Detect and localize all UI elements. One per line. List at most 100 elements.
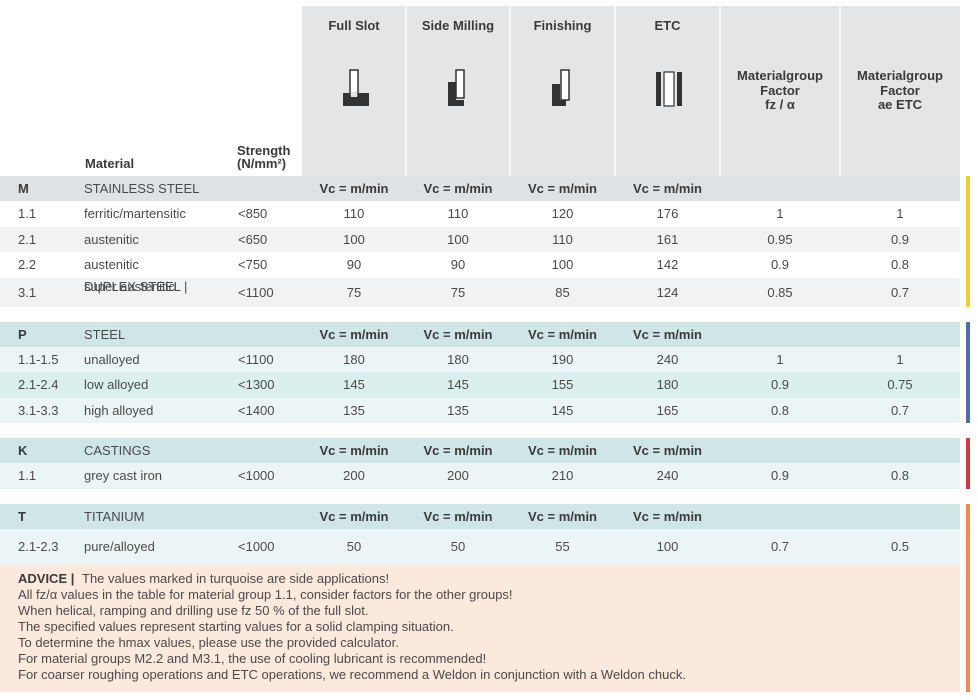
row-value: <650 bbox=[238, 232, 268, 247]
row-material: high alloyed bbox=[84, 403, 154, 418]
group-name: CASTINGS bbox=[84, 443, 151, 458]
group-bar bbox=[966, 322, 970, 423]
row-bg bbox=[0, 201, 960, 227]
unit-label: Vc = m/min bbox=[528, 181, 597, 196]
row-value: 55 bbox=[555, 539, 570, 554]
row-value: 124 bbox=[656, 285, 679, 300]
row-material: unalloyed bbox=[84, 352, 140, 367]
header-column: Factor bbox=[760, 82, 800, 98]
unit-label: Vc = m/min bbox=[423, 327, 493, 342]
group-code: K bbox=[18, 443, 28, 458]
row-value: <1100 bbox=[238, 352, 274, 367]
header-column: Finishing bbox=[533, 18, 592, 33]
row-bg bbox=[0, 227, 960, 252]
row-value: <1300 bbox=[238, 377, 275, 392]
row-value: 0.9 bbox=[890, 232, 910, 247]
icon-finishing bbox=[552, 69, 570, 106]
row-value: 75 bbox=[346, 285, 362, 300]
row-value: 0.8 bbox=[890, 257, 910, 272]
row-value: 161 bbox=[656, 232, 679, 247]
header-column: Materialgroup bbox=[737, 68, 823, 83]
header-bg bbox=[302, 6, 960, 176]
row-code: 3.1 bbox=[18, 285, 37, 300]
unit-label: Vc = m/min bbox=[319, 443, 389, 458]
row-code: 2.1 bbox=[18, 232, 37, 247]
advice-line: All fz/α values in the table for materia… bbox=[18, 587, 513, 602]
group-bar bbox=[966, 438, 970, 489]
row-value: 200 bbox=[447, 468, 469, 483]
row-material: low alloyed bbox=[84, 377, 149, 392]
group-bar bbox=[966, 504, 970, 692]
row-value: 75 bbox=[450, 285, 466, 300]
row-value: 0.85 bbox=[767, 285, 793, 300]
unit-label: Vc = m/min bbox=[633, 443, 702, 458]
row-value: 1 bbox=[776, 352, 784, 367]
row-code: 2.1-2.4 bbox=[18, 377, 59, 392]
icons bbox=[302, 6, 960, 176]
row-value: 0.7 bbox=[770, 539, 790, 554]
row-value: 155 bbox=[551, 377, 574, 392]
group-bar bbox=[966, 176, 970, 307]
row-value: 110 bbox=[447, 206, 469, 221]
row-material: super austenitic bbox=[84, 278, 176, 294]
row-material: grey cast iron bbox=[84, 468, 163, 483]
row-value: 50 bbox=[346, 539, 362, 554]
row-value: 0.8 bbox=[770, 403, 790, 418]
unit-label: Vc = m/min bbox=[319, 327, 389, 342]
row-material: austenitic bbox=[84, 232, 139, 247]
row-value: 210 bbox=[551, 468, 574, 483]
group-code: P bbox=[18, 327, 27, 342]
row-value: 135 bbox=[343, 403, 365, 418]
row-material: DUPLEX STEEL | bbox=[84, 278, 188, 294]
row-code: 2.1-2.3 bbox=[18, 539, 59, 554]
group-name: STEEL bbox=[84, 327, 126, 342]
advice-label: ADVICE | bbox=[18, 571, 75, 586]
row-bg bbox=[0, 278, 960, 307]
header-dividers bbox=[405, 6, 841, 176]
header-column: Side Milling bbox=[421, 18, 495, 33]
unit-label: Vc = m/min bbox=[528, 327, 597, 342]
row-value: 85 bbox=[555, 285, 570, 300]
row-value: 50 bbox=[450, 539, 466, 554]
row-value: 145 bbox=[551, 403, 574, 418]
row-value: 1 bbox=[776, 206, 784, 221]
row-value: <750 bbox=[238, 257, 268, 272]
row-value: 110 bbox=[343, 206, 365, 221]
row-material: pure/alloyed bbox=[84, 539, 155, 554]
row-code: 1.1 bbox=[18, 468, 37, 483]
advice-line: For coarser roughing operations and ETC … bbox=[18, 667, 686, 682]
row-value: 176 bbox=[656, 206, 679, 221]
header-column: fz / α bbox=[765, 97, 795, 112]
row-value: 145 bbox=[343, 377, 365, 392]
row-bg bbox=[0, 372, 960, 398]
row-value: 180 bbox=[343, 352, 365, 367]
row-value: 0.5 bbox=[890, 539, 910, 554]
row-value: 145 bbox=[447, 377, 469, 392]
row-material: ferritic/martensitic bbox=[84, 206, 186, 221]
row-value: 100 bbox=[343, 232, 365, 247]
unit-label: Vc = m/min bbox=[528, 443, 597, 458]
icon-etc bbox=[656, 71, 682, 107]
header-column: ETC bbox=[654, 18, 681, 33]
row-value: 0.9 bbox=[770, 377, 790, 392]
header-material: Material bbox=[85, 156, 135, 171]
group-code: T bbox=[18, 509, 26, 524]
header-column: Materialgroup bbox=[857, 68, 943, 83]
group-header-bg bbox=[0, 438, 960, 463]
row-bg bbox=[0, 347, 960, 372]
advice-bg bbox=[0, 565, 960, 692]
row-value: 240 bbox=[656, 468, 679, 483]
unit-label: Vc = m/min bbox=[423, 509, 493, 524]
unit-label: Vc = m/min bbox=[423, 181, 493, 196]
row-value: <1000 bbox=[238, 539, 275, 554]
row-value: 100 bbox=[656, 539, 679, 554]
group-header-bg bbox=[0, 176, 960, 201]
row-value: 120 bbox=[551, 206, 574, 221]
row-value: 0.95 bbox=[767, 232, 793, 247]
row-value: 90 bbox=[346, 257, 362, 272]
row-code: 3.1-3.3 bbox=[18, 403, 59, 418]
unit-label: Vc = m/min bbox=[319, 509, 389, 524]
row-bg bbox=[0, 529, 960, 565]
unit-label: Vc = m/min bbox=[633, 181, 702, 196]
